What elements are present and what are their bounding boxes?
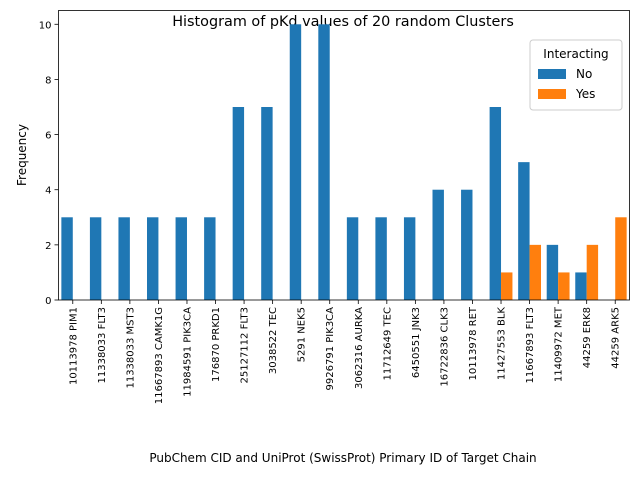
- x-tick-label: 5291 NEK5: [297, 307, 308, 362]
- bar-no-4: [175, 217, 187, 300]
- bar-no-18: [575, 272, 587, 300]
- x-tick-label: 16722836 CLK3: [439, 307, 450, 387]
- bar-yes-19: [615, 217, 627, 300]
- legend-title: Interacting: [543, 47, 608, 61]
- bar-yes-15: [501, 272, 513, 300]
- x-tick-label: 25127112 FLT3: [240, 307, 251, 384]
- x-tick-label: 44259 ERK8: [582, 307, 593, 368]
- bar-no-12: [403, 217, 416, 300]
- x-axis: 10113978 PIM1 11338033 FLT3 11338033 MST3 1…: [68, 300, 622, 404]
- bar-no-0: [61, 217, 73, 300]
- bar-no-16: [518, 162, 530, 300]
- bar-no-13: [432, 189, 444, 300]
- y-tick-label: 8: [45, 75, 51, 86]
- x-tick-label: 11984591 PIK3CA: [182, 307, 193, 397]
- y-axis-label: Frequency: [15, 124, 29, 186]
- y-tick-label: 2: [45, 241, 51, 252]
- y-tick-label: 6: [45, 131, 51, 142]
- bars-group: [61, 24, 627, 300]
- bar-yes-16: [529, 244, 541, 300]
- legend-swatch-yes: [538, 89, 566, 99]
- x-tick-label: 11338033 MST3: [125, 307, 136, 389]
- x-axis-label: PubChem CID and UniProt (SwissProt) Prim…: [149, 451, 536, 465]
- x-tick-label: 11409972 MET: [554, 306, 565, 382]
- bar-no-10: [346, 217, 359, 300]
- bar-no-1: [89, 217, 102, 300]
- x-tick-label: 11338033 FLT3: [97, 307, 108, 384]
- x-tick-label: 11427553 BLK: [497, 307, 508, 381]
- y-tick-label: 0: [45, 296, 51, 307]
- x-tick-label: 10113978 RET: [468, 306, 479, 380]
- bar-no-8: [289, 24, 302, 300]
- bar-no-14: [461, 189, 473, 300]
- legend-label-yes: Yes: [575, 87, 595, 101]
- y-axis: 0 2 4 6 8 10: [39, 20, 59, 307]
- bar-no-11: [375, 217, 387, 300]
- bar-no-7: [261, 107, 273, 300]
- x-tick-label: 10113978 PIM1: [68, 307, 79, 385]
- y-tick-label: 4: [45, 186, 51, 197]
- x-tick-label: 3062316 AURKA: [354, 307, 365, 389]
- x-tick-label: 11712649 TEC: [382, 307, 393, 381]
- x-tick-label: 3038522 TEC: [268, 307, 279, 374]
- x-tick-label: 11667893 FLT3: [525, 307, 536, 384]
- bar-no-6: [232, 107, 245, 300]
- bar-no-17: [546, 244, 559, 300]
- bar-yes-17: [558, 272, 570, 300]
- legend-label-no: No: [576, 67, 592, 81]
- bar-no-2: [118, 217, 130, 300]
- x-tick-label: 11667893 CAMK1G: [154, 307, 165, 404]
- legend: Interacting No Yes: [529, 39, 623, 111]
- bar-yes-18: [586, 244, 599, 300]
- x-tick-label: 9926791 PIK3CA: [325, 307, 336, 391]
- x-tick-label: 44259 ARK5: [611, 307, 622, 369]
- bar-no-3: [147, 217, 159, 300]
- y-tick-label: 10: [39, 20, 52, 31]
- legend-swatch-no: [538, 69, 566, 79]
- plot-frame: [58, 10, 630, 301]
- bar-no-5: [204, 217, 216, 300]
- x-tick-label: 176870 PRKD1: [211, 307, 222, 382]
- bar-no-9: [318, 24, 330, 300]
- x-tick-label: 6450551 JNK3: [411, 307, 422, 378]
- chart-title: Histogram of pKd values of 20 random Clu…: [172, 14, 514, 30]
- bar-no-15: [489, 107, 502, 300]
